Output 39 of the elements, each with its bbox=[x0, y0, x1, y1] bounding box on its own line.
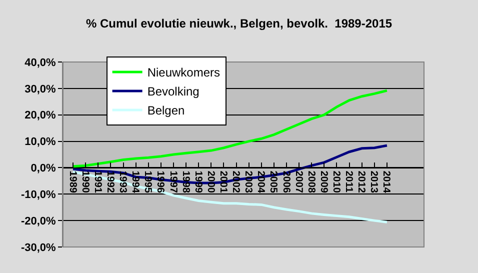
x-tick-label: 2003 bbox=[242, 170, 254, 194]
x-tick-label: 1994 bbox=[130, 170, 141, 194]
x-tick-label: 1993 bbox=[117, 170, 128, 194]
legend-label: Nieuwkomers bbox=[147, 66, 220, 80]
y-tick-label: 0,0% bbox=[30, 162, 56, 175]
x-tick-label: 2006 bbox=[280, 170, 292, 194]
x-tick-label: 2005 bbox=[268, 170, 279, 194]
y-tick-label: -20,0% bbox=[20, 215, 56, 228]
x-tick-label: 1999 bbox=[192, 170, 204, 194]
x-tick-label: 1997 bbox=[167, 170, 178, 194]
y-tick-label: 10,0% bbox=[24, 136, 56, 148]
x-tick-label: 2014 bbox=[380, 170, 392, 194]
x-tick-label: 1992 bbox=[104, 170, 116, 194]
x-tick-label: 2010 bbox=[330, 170, 342, 194]
x-tick-label: 1995 bbox=[142, 170, 154, 194]
chart-title: % Cumul evolutie nieuwk., Belgen, bevolk. 1989-2015 bbox=[86, 16, 392, 31]
y-tick-label: 30,0% bbox=[24, 83, 56, 96]
legend-label: Belgen bbox=[147, 104, 185, 118]
x-tick-label: 1989 bbox=[66, 170, 78, 194]
line-series bbox=[72, 170, 388, 224]
y-tick-label: 40,0% bbox=[24, 56, 56, 69]
y-tick-label: -10,0% bbox=[20, 188, 56, 201]
y-tick-label: -30,0% bbox=[20, 242, 56, 254]
x-tick-label: 2009 bbox=[318, 170, 329, 194]
x-tick-label: 2004 bbox=[255, 170, 266, 194]
x-tick-label: 1996 bbox=[154, 170, 166, 194]
legend-label: Bevolking bbox=[147, 84, 200, 99]
x-tick-label: 1998 bbox=[180, 170, 191, 194]
x-tick-label: 2002 bbox=[230, 170, 242, 194]
x-tick-label: 1990 bbox=[79, 170, 90, 194]
x-tick-label: 2013 bbox=[368, 170, 380, 194]
x-tick-label: 2012 bbox=[356, 170, 367, 194]
x-tick-label: 2007 bbox=[292, 170, 304, 194]
x-tick-label: 1991 bbox=[92, 170, 103, 194]
x-tick-label: 2008 bbox=[305, 170, 316, 194]
y-tick-label: 20,0% bbox=[24, 110, 56, 122]
x-tick-label: 2001 bbox=[217, 170, 228, 194]
x-tick-label: 2000 bbox=[204, 170, 216, 194]
x-tick-label: 2011 bbox=[343, 170, 354, 193]
